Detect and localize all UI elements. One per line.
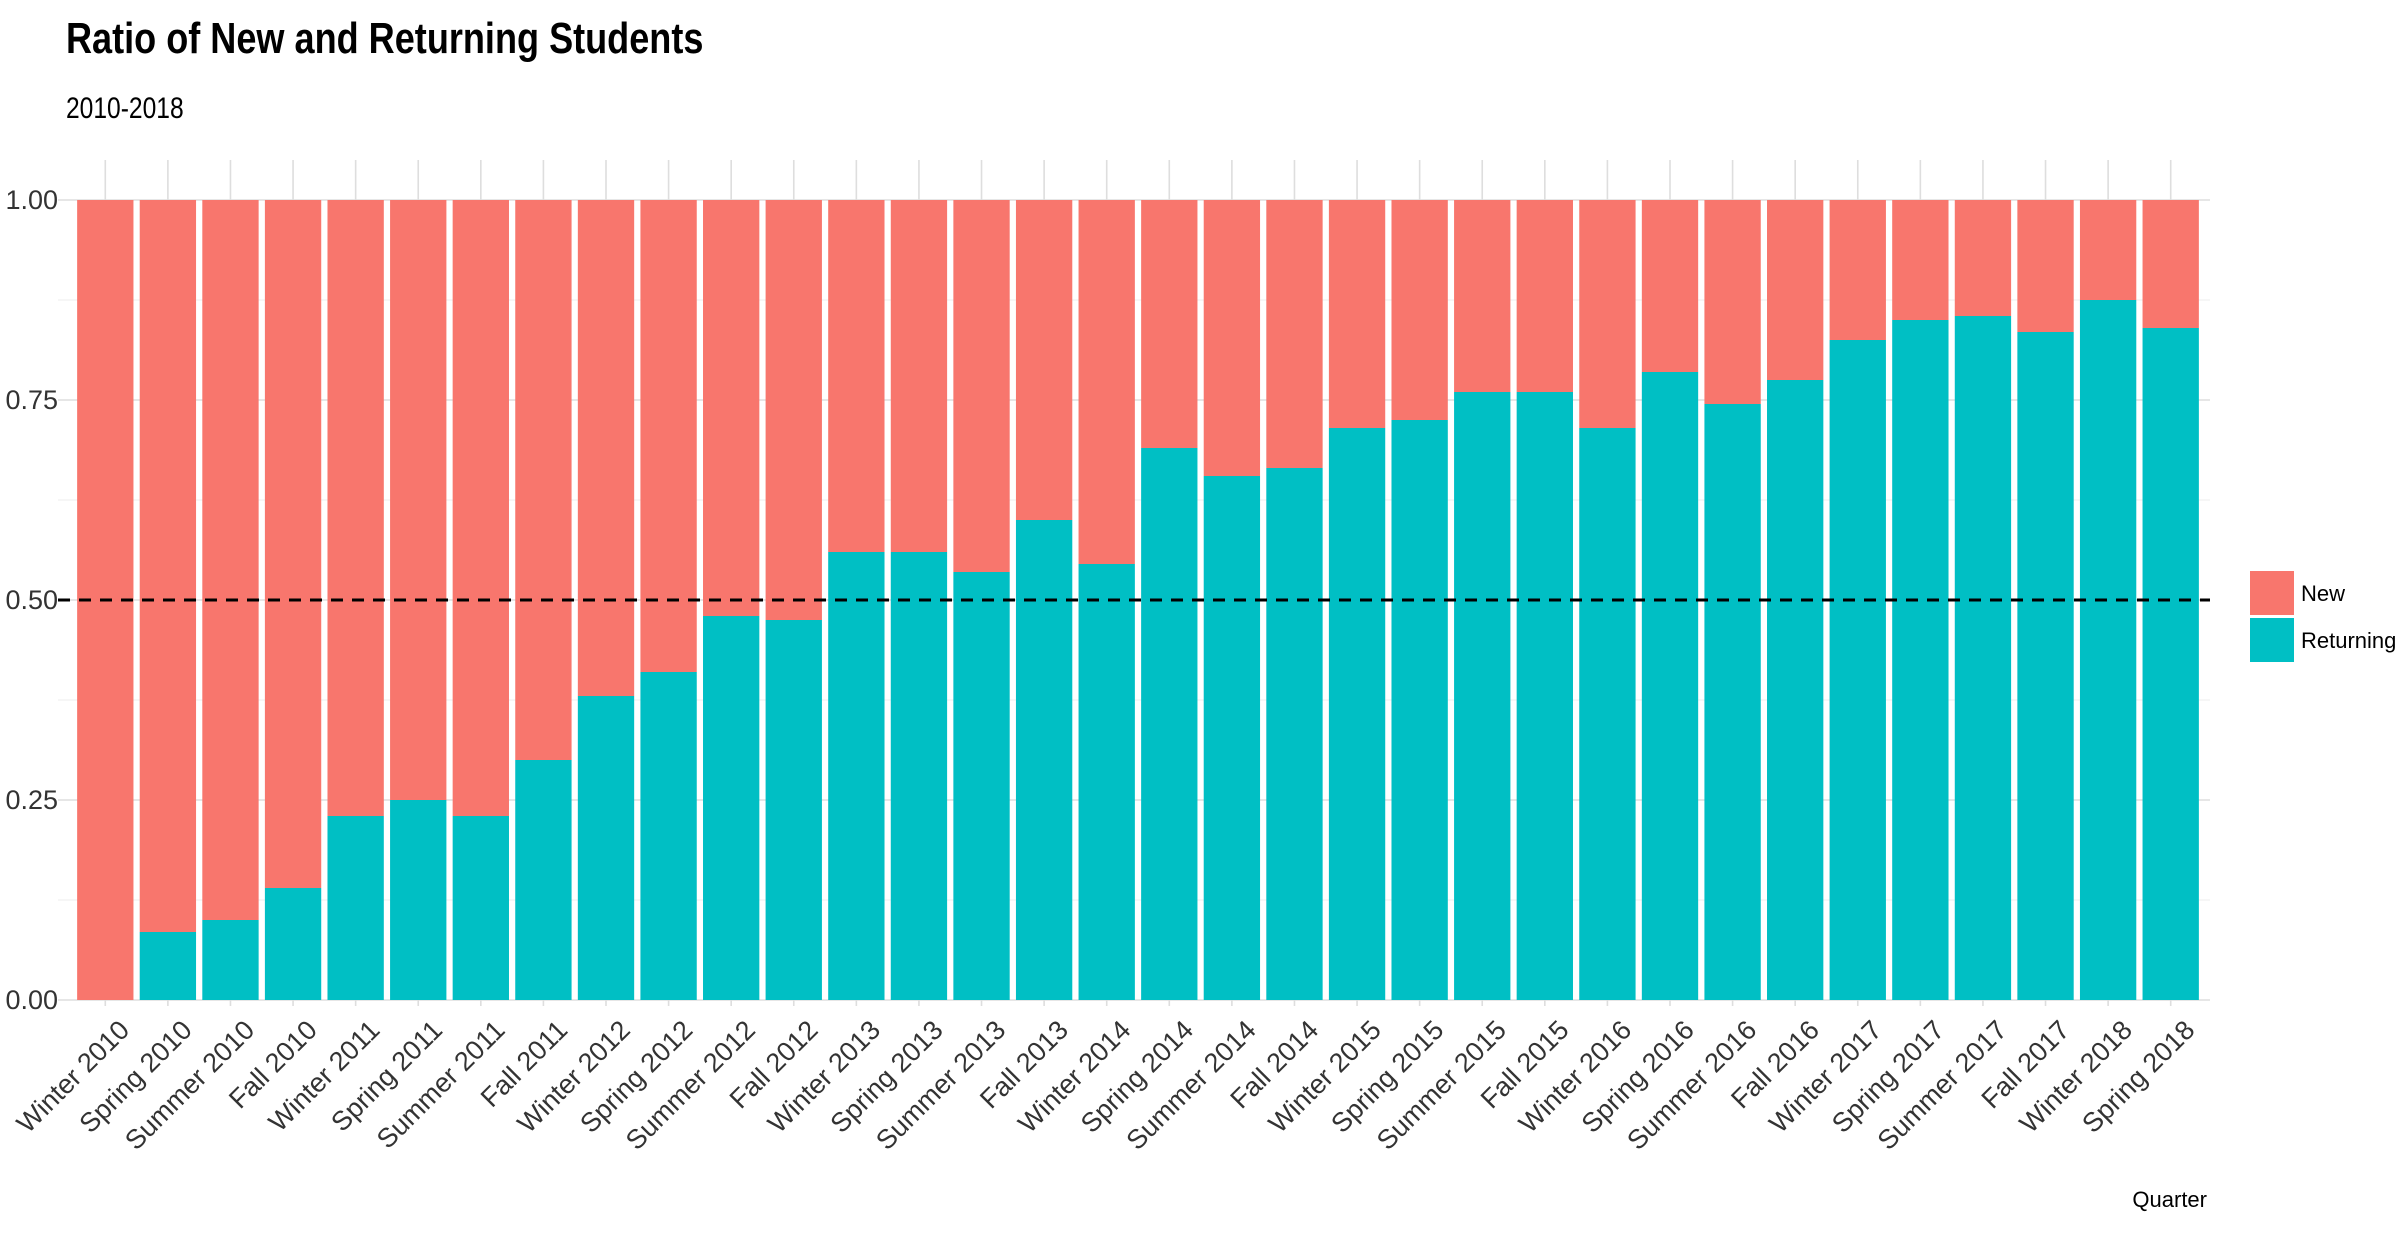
bar-returning-fall-2013	[1015, 520, 1073, 1000]
bar-new-winter-2015	[1328, 200, 1386, 428]
bar-returning-fall-2011	[515, 760, 572, 1000]
bar-returning-fall-2015	[1516, 392, 1573, 1000]
bar-returning-winter-2013	[828, 552, 885, 1000]
bar-returning-spring-2010	[139, 932, 197, 1000]
bar-new-summer-2017	[1954, 200, 2012, 316]
bar-new-fall-2010	[264, 200, 322, 888]
bar-new-fall-2017	[2017, 200, 2074, 332]
bar-returning-spring-2015	[1391, 420, 1448, 1000]
bar-new-spring-2015	[1391, 200, 1448, 420]
bar-returning-summer-2011	[452, 816, 509, 1000]
bar-returning-summer-2010	[202, 920, 259, 1000]
bar-returning-fall-2012	[765, 620, 822, 1000]
bar-returning-summer-2014	[1203, 476, 1261, 1000]
legend-key-new	[2250, 571, 2294, 615]
bar-new-spring-2013	[890, 200, 948, 552]
bar-returning-winter-2017	[1829, 340, 1886, 1000]
bar-new-spring-2017	[1892, 200, 1949, 320]
bar-returning-spring-2013	[890, 552, 948, 1000]
bar-returning-spring-2018	[2142, 328, 2199, 1000]
bar-returning-summer-2015	[1454, 392, 1511, 1000]
bar-new-winter-2016	[1579, 200, 1636, 428]
bar-new-fall-2016	[1767, 200, 1824, 380]
bar-new-summer-2015	[1454, 200, 1511, 392]
y-tick-label: 1.00	[5, 185, 58, 215]
bar-new-fall-2015	[1516, 200, 1573, 392]
bar-new-spring-2012	[640, 200, 697, 672]
bar-new-fall-2013	[1015, 200, 1073, 520]
bar-new-fall-2014	[1266, 200, 1323, 468]
bar-returning-spring-2016	[1641, 372, 1699, 1000]
bar-returning-summer-2012	[703, 616, 760, 1000]
bar-returning-summer-2013	[953, 572, 1010, 1000]
bar-new-summer-2012	[703, 200, 760, 616]
bar-new-fall-2012	[765, 200, 822, 620]
bar-new-spring-2011	[390, 200, 447, 800]
y-tick-label: 0.75	[5, 385, 58, 415]
bar-new-summer-2011	[452, 200, 509, 816]
chart-title: Ratio of New and Returning Students	[66, 14, 704, 63]
legend-key-returning	[2250, 618, 2294, 662]
bar-new-winter-2013	[828, 200, 885, 552]
bar-returning-winter-2016	[1579, 428, 1636, 1000]
bar-returning-spring-2017	[1892, 320, 1949, 1000]
y-tick-label: 0.50	[5, 585, 58, 615]
bar-returning-summer-2017	[1954, 316, 2012, 1000]
bar-returning-spring-2011	[390, 800, 447, 1000]
bar-returning-winter-2011	[327, 816, 384, 1000]
legend: New Returning	[2250, 571, 2396, 662]
bar-returning-winter-2018	[2079, 300, 2137, 1000]
bar-new-summer-2013	[953, 200, 1010, 572]
bar-returning-winter-2014	[1078, 564, 1135, 1000]
legend-label-returning: Returning	[2301, 628, 2396, 653]
bar-returning-fall-2014	[1266, 468, 1323, 1000]
bar-returning-spring-2014	[1141, 448, 1198, 1000]
bar-new-spring-2018	[2142, 200, 2199, 328]
bar-new-winter-2018	[2079, 200, 2137, 300]
bars	[77, 200, 2199, 1000]
legend-label-new: New	[2301, 581, 2345, 606]
bar-new-spring-2014	[1141, 200, 1198, 448]
bar-returning-summer-2016	[1704, 404, 1761, 1000]
bar-new-spring-2016	[1641, 200, 1699, 372]
bar-new-summer-2010	[202, 200, 259, 920]
bar-new-summer-2014	[1203, 200, 1261, 476]
bar-new-winter-2012	[577, 200, 635, 696]
bar-new-winter-2011	[327, 200, 384, 816]
bar-returning-spring-2012	[640, 672, 697, 1000]
bar-returning-fall-2017	[2017, 332, 2074, 1000]
bar-returning-winter-2012	[577, 696, 635, 1000]
chart-subtitle: 2010-2018	[66, 92, 184, 125]
bar-new-summer-2016	[1704, 200, 1761, 404]
x-axis-title: Quarter	[2132, 1187, 2207, 1212]
bar-new-winter-2017	[1829, 200, 1886, 340]
y-tick-label: 0.00	[5, 985, 58, 1015]
y-tick-label: 0.25	[5, 785, 58, 815]
y-axis-ticks: 0.00 0.25 0.50 0.75 1.00	[5, 185, 58, 1015]
bar-new-spring-2010	[139, 200, 197, 932]
bar-new-fall-2011	[515, 200, 572, 760]
bar-returning-fall-2016	[1767, 380, 1824, 1000]
bar-returning-winter-2015	[1328, 428, 1386, 1000]
bar-new-winter-2014	[1078, 200, 1135, 564]
bar-returning-fall-2010	[264, 888, 322, 1000]
